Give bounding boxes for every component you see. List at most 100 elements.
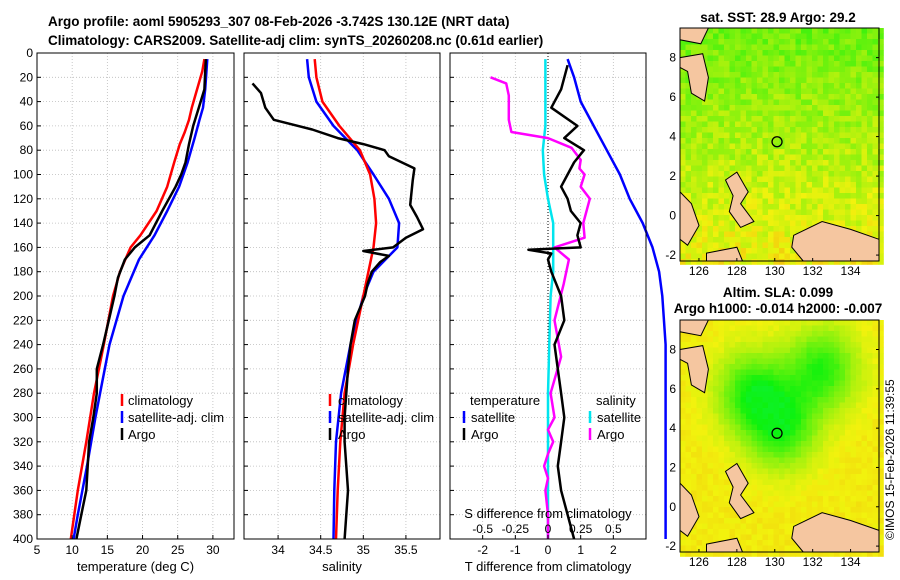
x-axis-label: salinity bbox=[322, 559, 362, 574]
s-satellite-line bbox=[541, 59, 555, 539]
x-tick-label: 35 bbox=[357, 543, 371, 557]
x-tick-label: 1 bbox=[577, 543, 584, 557]
argo-position-marker bbox=[771, 136, 783, 148]
y-tick-label: 20 bbox=[20, 70, 34, 84]
y-tick-label: 6 bbox=[669, 382, 676, 396]
sst-map: 126 128 130 132 134 -2 0 2 4 6 8 bbox=[665, 27, 884, 278]
t-satellite-line bbox=[566, 58, 667, 539]
x-tick-label: 126 bbox=[689, 555, 709, 569]
salinity-legend: climatology satellite-adj. clim Argo bbox=[328, 393, 434, 442]
x-tick-label: 130 bbox=[765, 264, 785, 278]
legend-temperature-title: temperature bbox=[470, 393, 540, 408]
x-tick-label: 134 bbox=[841, 555, 861, 569]
temperature-panel: 5 10 15 20 25 300 20 40 60 80 100 120 140 160 180 200 22… bbox=[13, 46, 235, 574]
land-area bbox=[679, 53, 709, 102]
y-tick-label: 180 bbox=[13, 265, 33, 279]
x-tick-label: 0 bbox=[545, 543, 552, 557]
legend-s-satellite-label: satellite bbox=[597, 410, 641, 425]
legend-argo-label: Argo bbox=[128, 427, 155, 442]
axes-frame bbox=[36, 52, 235, 540]
legend-salinity-title: salinity bbox=[596, 393, 636, 408]
x-tick-label: 134 bbox=[841, 264, 861, 278]
y-tick-label: 200 bbox=[13, 289, 33, 303]
land-area bbox=[724, 171, 755, 229]
climatology-line bbox=[69, 58, 206, 540]
x-tick-label: 5 bbox=[34, 543, 41, 557]
satellite-line bbox=[305, 58, 401, 540]
s-diff-tick-label: 0.5 bbox=[605, 522, 622, 536]
climatology-line bbox=[313, 58, 378, 540]
y-tick-label: 8 bbox=[669, 51, 676, 65]
map-frame bbox=[679, 319, 880, 553]
y-tick-label: 40 bbox=[20, 95, 34, 109]
x-tick-label: 34 bbox=[271, 543, 285, 557]
difference-legend: temperature satellite Argo salinity sate… bbox=[462, 393, 641, 442]
axes-frame bbox=[243, 52, 441, 540]
x-tick-label: 15 bbox=[101, 543, 115, 557]
t-argo-line bbox=[527, 64, 586, 540]
y-tick-label: 320 bbox=[13, 435, 33, 449]
x-tick-label: 126 bbox=[689, 264, 709, 278]
y-tick-label: 120 bbox=[13, 192, 33, 206]
argo-position-marker bbox=[771, 427, 783, 439]
x-axis-label: temperature (deg C) bbox=[77, 559, 194, 574]
imos-credit: ©IMOS 15-Feb-2026 11:39:55 bbox=[883, 379, 897, 540]
s-argo-line bbox=[490, 76, 592, 539]
x-tick-label: 128 bbox=[727, 555, 747, 569]
satellite-line bbox=[72, 59, 209, 540]
legend-t-argo-label: Argo bbox=[471, 427, 498, 442]
y-tick-label: -2 bbox=[665, 248, 676, 262]
land-area bbox=[724, 462, 755, 520]
y-tick-label: 2 bbox=[669, 460, 676, 474]
title-line-2: Climatology: CARS2009. Satellite-adj cli… bbox=[48, 33, 543, 48]
x-tick-label: -1 bbox=[510, 543, 521, 557]
y-tick-label: 4 bbox=[669, 421, 676, 435]
y-tick-label: 100 bbox=[13, 168, 33, 182]
legend-satellite-label: satellite-adj. clim bbox=[128, 410, 224, 425]
y-tick-label: -2 bbox=[665, 539, 676, 553]
y-tick-label: 140 bbox=[13, 216, 33, 230]
y-tick-label: 380 bbox=[13, 508, 33, 522]
legend-s-argo-label: Argo bbox=[597, 427, 624, 442]
x-tick-label: 2 bbox=[610, 543, 617, 557]
legend-argo-label: Argo bbox=[338, 427, 365, 442]
x-tick-label: 132 bbox=[803, 264, 823, 278]
x-tick-label: -2 bbox=[477, 543, 488, 557]
legend-t-satellite-label: satellite bbox=[471, 410, 515, 425]
y-tick-label: 240 bbox=[13, 338, 33, 352]
x-tick-label: 10 bbox=[65, 543, 79, 557]
sla-map-title-1: Altim. SLA: 0.099 bbox=[723, 285, 833, 300]
y-tick-label: 0 bbox=[669, 500, 676, 514]
legend-climatology-label: climatology bbox=[338, 393, 404, 408]
temperature-legend: climatology satellite-adj. clim Argo bbox=[120, 393, 224, 442]
land-area bbox=[679, 345, 709, 394]
x-tick-label: 25 bbox=[171, 543, 185, 557]
map-frame bbox=[679, 27, 880, 262]
y-tick-label: 340 bbox=[13, 459, 33, 473]
sla-map-title-2: Argo h1000: -0.014 h2000: -0.007 bbox=[674, 301, 883, 316]
y-tick-label: 360 bbox=[13, 483, 33, 497]
x-tick-label: 34.5 bbox=[309, 543, 333, 557]
x-tick-label: 130 bbox=[765, 555, 785, 569]
y-tick-label: 300 bbox=[13, 411, 33, 425]
x-tick-label: 128 bbox=[727, 264, 747, 278]
x-tick-label: 20 bbox=[136, 543, 150, 557]
y-tick-label: 160 bbox=[13, 240, 33, 254]
y-tick-label: 400 bbox=[13, 532, 33, 546]
y-tick-label: 2 bbox=[669, 169, 676, 183]
legend-satellite-label: satellite-adj. clim bbox=[338, 410, 434, 425]
y-tick-label: 80 bbox=[20, 143, 34, 157]
s-diff-tick-label: 0.25 bbox=[569, 522, 593, 536]
difference-panel: -2 -1 0 1 2 T difference from climatology S di… bbox=[449, 52, 667, 574]
y-tick-label: 0 bbox=[26, 46, 33, 60]
sla-map: 126 128 130 132 134 -2 0 2 4 6 8 bbox=[665, 319, 884, 569]
y-tick-label: 260 bbox=[13, 362, 33, 376]
y-tick-label: 220 bbox=[13, 313, 33, 327]
x-axis-label: T difference from climatology bbox=[465, 559, 632, 574]
s-diff-tick-label: -0.5 bbox=[472, 522, 493, 536]
y-tick-label: 6 bbox=[669, 90, 676, 104]
x-tick-label: 35.5 bbox=[394, 543, 418, 557]
x-tick-label: 132 bbox=[803, 555, 823, 569]
y-tick-label: 60 bbox=[20, 119, 34, 133]
